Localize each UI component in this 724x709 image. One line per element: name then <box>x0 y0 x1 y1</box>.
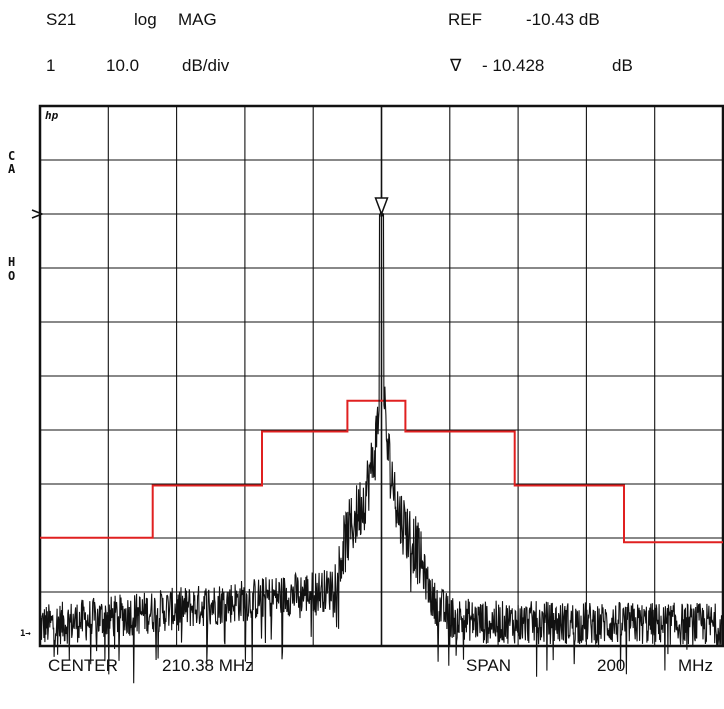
side-label-a: A <box>8 162 16 176</box>
marker-triangle <box>374 197 389 217</box>
channel-number: 1 <box>46 56 56 75</box>
mode-label: MAG <box>178 10 217 29</box>
side-label-o: O <box>8 269 16 283</box>
plot-markers <box>31 189 389 219</box>
span-unit: MHz <box>678 656 713 675</box>
scale-value: 10.0 <box>106 56 140 75</box>
span-value: 200 <box>597 656 626 675</box>
side-label-h: H <box>8 255 16 269</box>
marker-unit: dB <box>612 56 633 75</box>
marker-symbol: ∇ <box>450 56 462 75</box>
side-label-c: C <box>8 149 16 163</box>
ref-level-arrow <box>31 209 45 219</box>
span-label: SPAN <box>466 656 512 675</box>
plot-grid <box>38 104 724 648</box>
hp-logo: hp <box>45 109 59 122</box>
param-label: S21 <box>46 10 77 29</box>
marker-value: - 10.428 <box>482 56 545 75</box>
ref-position-marker: 1→ <box>20 629 31 639</box>
format-label: log <box>134 10 157 29</box>
center-value: 210.38 MHz <box>162 656 254 675</box>
scale-unit: dB/div <box>182 56 230 75</box>
ref-value: -10.43 dB <box>526 10 600 29</box>
ref-label: REF <box>448 10 482 29</box>
mask-limit-line <box>40 399 723 544</box>
center-label: CENTER <box>48 656 118 675</box>
